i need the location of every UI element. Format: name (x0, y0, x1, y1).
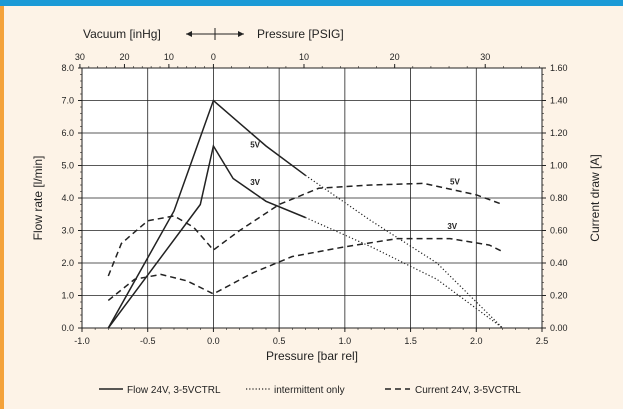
flow-intermittent-line (305, 174, 504, 329)
y-left-tick-label: 5.0 (61, 161, 74, 171)
y-right-tick-label: 1.00 (550, 161, 568, 171)
series-lines (107, 99, 504, 329)
y-left-tick-label: 2.0 (61, 258, 74, 268)
series-annotation: 5V (250, 141, 260, 150)
y-right-tick-label: 0.20 (550, 291, 568, 301)
current-line-5v (107, 182, 503, 277)
y-left-tick-label: 3.0 (61, 226, 74, 236)
grid-lines (82, 68, 542, 328)
x-tick-label: 2.5 (536, 336, 549, 346)
x-tick-label: 1.5 (404, 336, 417, 346)
y-right-tick-label: 1.40 (550, 96, 568, 106)
flow-line-5v (107, 99, 306, 329)
top-axis-ticks: 30 20 10 0 10 20 30 (75, 52, 540, 68)
x-axis-title: Pressure [bar rel] (266, 349, 358, 363)
x-tick-label: -0.5 (140, 336, 156, 346)
y-left-tick-label: 6.0 (61, 128, 74, 138)
x-tick-label: -1.0 (74, 336, 90, 346)
y-right-axis-ticks: 0.00 0.20 0.40 0.60 0.80 1.00 1.20 1.40 1.60 (542, 63, 568, 333)
y-right-tick-label: 0.80 (550, 193, 568, 203)
y-left-tick-label: 7.0 (61, 96, 74, 106)
top-tick-label: 30 (480, 52, 490, 62)
pressure-psig-axis-title: Pressure [PSIG] (257, 27, 344, 41)
legend-label-flow: Flow 24V, 3-5VCTRL (127, 385, 221, 396)
series-annotation: 5V (450, 177, 460, 186)
top-tick-label: 0 (211, 52, 216, 62)
top-tick-label: 20 (390, 52, 400, 62)
y-left-tick-label: 0.0 (61, 323, 74, 333)
current-line-3v (107, 237, 503, 301)
series-annotation: 3V (250, 178, 260, 187)
y-right-tick-label: 0.60 (550, 226, 568, 236)
y-left-axis-ticks: 0.0 1.0 2.0 3.0 4.0 5.0 6.0 7.0 8.0 (61, 63, 82, 333)
vacuum-axis-title: Vacuum [inHg] (83, 27, 161, 41)
y-left-axis-title: Flow rate [l/min] (31, 156, 45, 241)
flow-line-3v (107, 144, 306, 329)
y-left-tick-label: 4.0 (61, 193, 74, 203)
x-axis-ticks: -1.0 -0.5 0.0 0.5 1.0 1.5 2.0 2.5 (74, 328, 548, 346)
top-tick-label: 10 (164, 52, 174, 62)
top-tick-label: 30 (75, 52, 85, 62)
top-tick-label: 10 (299, 52, 309, 62)
y-right-tick-label: 0.40 (550, 258, 568, 268)
x-tick-label: 0.5 (273, 336, 286, 346)
y-left-tick-label: 1.0 (61, 291, 74, 301)
y-right-tick-label: 1.60 (550, 63, 568, 73)
series-annotations: 5V 3V 5V 3V (250, 141, 460, 231)
legend-label-intermittent: intermittent only (274, 385, 345, 396)
x-tick-label: 0.0 (207, 336, 220, 346)
y-right-axis-title: Current draw [A] (588, 154, 602, 241)
y-right-tick-label: 1.20 (550, 128, 568, 138)
legend: Flow 24V, 3-5VCTRL intermittent only Cur… (99, 385, 521, 396)
series-annotation: 3V (447, 222, 457, 231)
top-tick-label: 20 (119, 52, 129, 62)
x-tick-label: 1.0 (339, 336, 352, 346)
legend-label-current: Current 24V, 3-5VCTRL (415, 385, 521, 396)
y-right-tick-label: 0.00 (550, 323, 568, 333)
arrow-left-head (186, 31, 192, 37)
top-accent-bar (0, 0, 623, 6)
y-left-tick-label: 8.0 (61, 63, 74, 73)
x-tick-label: 2.0 (470, 336, 483, 346)
arrow-right-head (238, 31, 244, 37)
